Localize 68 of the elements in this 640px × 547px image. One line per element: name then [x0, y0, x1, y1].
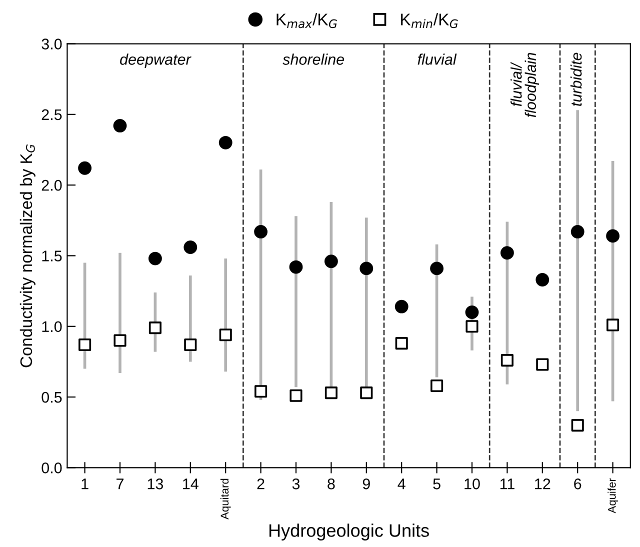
point [500, 246, 514, 260]
y-tick-label: 2.5 [42, 109, 62, 120]
point [289, 260, 303, 274]
x-tick-label: 2 [257, 478, 264, 490]
x-tick-label: 6 [574, 478, 582, 490]
annotation: deepwater [120, 54, 192, 68]
y-tick-label: 2.0 [42, 180, 62, 191]
point [254, 224, 268, 238]
point [113, 119, 127, 132]
point [360, 262, 374, 276]
point [184, 338, 197, 352]
y-tick-label: 1.5 [42, 250, 62, 262]
point [536, 358, 549, 371]
point [78, 161, 92, 175]
x-tick-label: 4 [398, 478, 406, 490]
bar [118, 252, 122, 374]
point [114, 334, 126, 347]
point [148, 322, 162, 334]
bar [294, 216, 298, 388]
point [324, 254, 338, 268]
point [394, 300, 408, 314]
x-tick-label: 11 [500, 478, 514, 490]
point [430, 262, 444, 276]
point [606, 229, 620, 243]
point [536, 273, 550, 286]
point [219, 328, 232, 342]
y-tick-label: 1.0 [42, 321, 62, 332]
legend-label: K$_{min}$/K$_{G}$ [401, 13, 458, 28]
x-tick-label: 10 [464, 478, 480, 490]
point [430, 379, 444, 392]
point [148, 252, 162, 266]
legend-label: K$_{max}$/K$_{G}$ [276, 13, 337, 28]
x-tick-label: Aquitard [220, 478, 231, 520]
point [606, 318, 620, 332]
point [500, 354, 514, 367]
point [571, 419, 584, 432]
point [466, 320, 478, 333]
y-tick-label: 0.5 [42, 392, 62, 403]
x-tick-label: 3 [292, 478, 300, 490]
y-tick-label: 3.0 [42, 38, 62, 50]
x-tick-label: Aquifer [608, 478, 618, 514]
x-tick-label: 13 [148, 478, 164, 490]
bar [364, 218, 368, 388]
point [465, 306, 479, 319]
y-tick-label: 0.0 [42, 462, 62, 474]
annotation: shoreline [282, 54, 344, 65]
x-tick-label: 1 [82, 478, 88, 490]
x-tick-label: 5 [433, 478, 440, 490]
x-tick-label: 12 [535, 478, 550, 490]
annotation: fluvial [418, 54, 457, 65]
y-axis-title: Conductivity normalized by K$_{G}$ [20, 144, 36, 368]
point [184, 240, 198, 254]
point [570, 224, 584, 238]
annotation: turbidite [570, 52, 582, 106]
x-tick-label: 7 [116, 478, 124, 490]
point [78, 338, 92, 352]
x-tick-label: 9 [362, 478, 370, 490]
point [254, 385, 268, 398]
x-tick-label: 14 [183, 478, 198, 490]
x-tick-label: 8 [328, 478, 335, 490]
bar [576, 110, 580, 412]
x-axis-title: Hydrogeologic Units [270, 524, 429, 540]
point [395, 337, 408, 350]
point [218, 136, 232, 150]
point [290, 389, 302, 402]
point [360, 386, 373, 400]
point [324, 386, 338, 400]
annotation: fluvial/ floodplain [510, 52, 540, 118]
